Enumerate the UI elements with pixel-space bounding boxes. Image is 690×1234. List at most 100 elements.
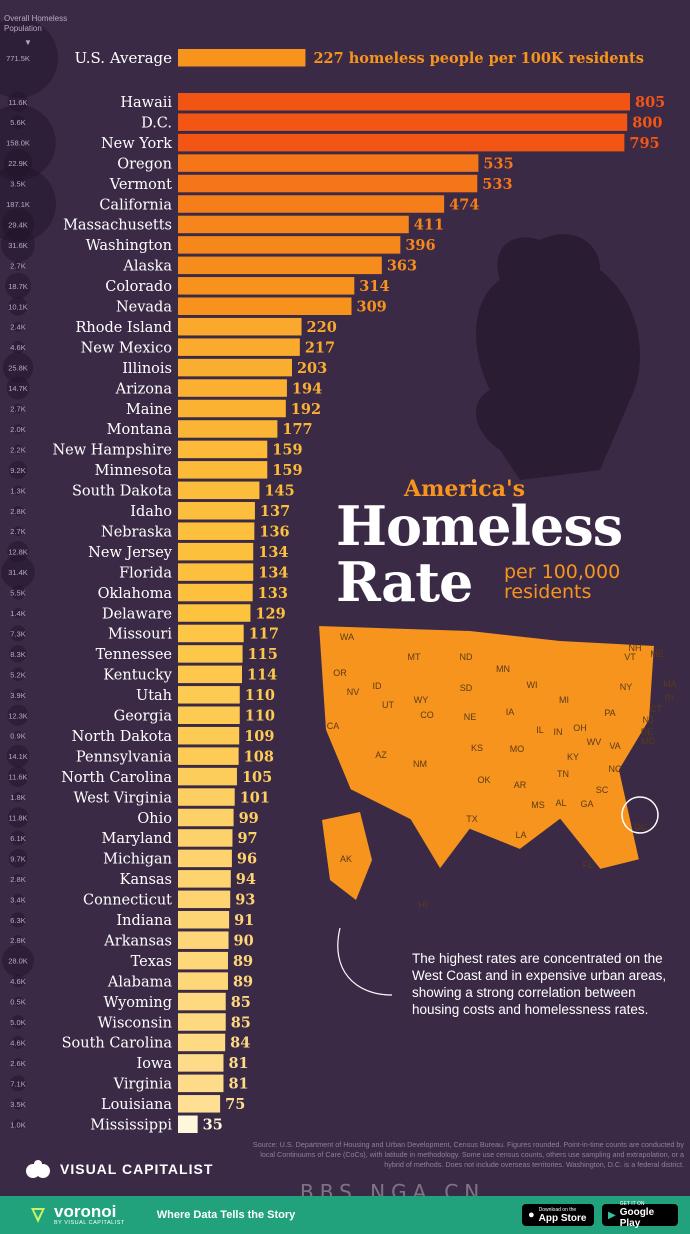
population-arkansas: 2.8K: [10, 936, 25, 945]
bubble-connecticut: [12, 893, 24, 905]
label-wisconsin: Wisconsin: [98, 1015, 172, 1031]
bubble-colorado: [5, 272, 31, 299]
population-d-c: 5.6K: [10, 118, 25, 127]
bubble-florida: [1, 555, 35, 589]
down-arrow-icon: ▼: [24, 38, 32, 47]
bar-nevada: [178, 297, 352, 315]
bar-utah: [178, 686, 240, 704]
map-label-hi: HI: [419, 900, 428, 910]
value-south-carolina: 84: [230, 1035, 250, 1052]
map-label-wi: WI: [527, 680, 538, 690]
value-idaho: 137: [260, 503, 290, 520]
population-maine: 2.7K: [10, 405, 25, 414]
bar-illinois: [178, 358, 292, 377]
map-label-al: AL: [555, 798, 566, 808]
bar-north-carolina: [178, 767, 237, 786]
value-wisconsin: 85: [231, 1014, 251, 1031]
value-massachusetts: 411: [414, 217, 444, 234]
bar-alabama: [178, 972, 228, 990]
value-new-mexico: 217: [305, 339, 335, 356]
value-us-average: 227 homeless people per 100K residents: [313, 50, 643, 67]
value-vermont: 533: [482, 176, 512, 193]
label-oklahoma: Oklahoma: [98, 586, 173, 602]
map-label-wy: WY: [414, 695, 429, 705]
map-label-mt: MT: [408, 652, 421, 662]
map-label-dc: DC: [635, 822, 648, 832]
population-alaska: 2.7K: [10, 261, 25, 270]
map-label-ky: KY: [567, 752, 579, 762]
value-connecticut: 93: [235, 892, 255, 909]
bubble-ohio: [7, 807, 29, 828]
bar-hawaii: [178, 93, 630, 111]
bubble-us-average: [0, 18, 58, 98]
value-kentucky: 114: [247, 667, 277, 684]
annotation-note: The highest rates are concentrated on th…: [412, 951, 667, 1017]
bubble-maryland: [10, 830, 26, 846]
label-massachusetts: Massachusetts: [63, 218, 172, 234]
value-tennessee: 115: [248, 646, 278, 663]
brand-name: VISUAL CAPITALIST: [60, 1161, 214, 1177]
label-indiana: Indiana: [116, 913, 172, 929]
label-nebraska: Nebraska: [101, 524, 172, 540]
map-label-ny: NY: [620, 682, 633, 692]
bar-kansas: [178, 870, 231, 888]
label-d-c: D.C.: [141, 115, 172, 131]
label-virginia: Virginia: [113, 1077, 173, 1093]
population-kansas: 2.8K: [10, 875, 25, 884]
bubble-nebraska: [13, 526, 23, 537]
label-pennsylvania: Pennsylvania: [76, 749, 172, 765]
bar-indiana: [178, 911, 230, 929]
population-missouri: 7.3K: [10, 629, 25, 638]
value-nevada: 309: [357, 299, 387, 316]
bubble-arkansas: [12, 935, 24, 946]
population-oregon: 22.9K: [8, 159, 28, 168]
label-kansas: Kansas: [120, 872, 172, 888]
map-label-ri: RI: [665, 693, 674, 703]
map-label-ma: MA: [663, 679, 677, 689]
bar-nebraska: [178, 522, 255, 540]
label-kentucky: Kentucky: [103, 668, 172, 684]
map-label-sc: SC: [596, 785, 609, 795]
bubble-louisiana: [12, 1098, 24, 1110]
label-louisiana: Louisiana: [101, 1097, 172, 1113]
bubble-montana: [13, 423, 23, 434]
bar-maine: [178, 399, 286, 418]
map-label-id: ID: [373, 681, 383, 691]
bar-south-carolina: [178, 1033, 226, 1052]
bar-washington: [178, 236, 401, 254]
label-new-york: New York: [101, 136, 172, 152]
google-play-button[interactable]: ▶ GET IT ON Google Play: [602, 1201, 678, 1229]
value-kansas: 94: [236, 871, 256, 888]
bubble-west-virginia: [13, 792, 23, 803]
population-vermont: 3.5K: [10, 180, 25, 189]
labels-group: 771.5K U.S. Average 227 homeless people pe…: [6, 49, 665, 1134]
map-label-md: MD: [641, 736, 655, 746]
value-florida: 134: [258, 564, 288, 581]
bar-tennessee: [178, 645, 243, 663]
value-wyoming: 85: [231, 994, 251, 1011]
voronoi-by: BY VISUAL CAPITALIST: [54, 1219, 125, 1226]
value-mississippi: 35: [203, 1117, 223, 1134]
bar-us-average: [178, 49, 306, 67]
label-florida: Florida: [119, 565, 172, 581]
bar-mississippi: [178, 1115, 198, 1133]
value-illinois: 203: [297, 360, 327, 377]
app-store-button[interactable]: ● Download on the App Store: [522, 1204, 594, 1226]
label-west-virginia: West Virginia: [73, 790, 172, 806]
population-indiana: 6.3K: [10, 916, 25, 925]
map-alaska: [322, 812, 372, 900]
bubble-kansas: [12, 873, 24, 884]
population-colorado: 18.7K: [8, 282, 28, 291]
label-new-hampshire: New Hampshire: [52, 443, 172, 459]
value-nebraska: 136: [259, 523, 289, 540]
value-delaware: 129: [255, 605, 285, 622]
bubble-new-mexico: [11, 340, 25, 354]
label-utah: Utah: [136, 688, 172, 704]
map-label-me: ME: [650, 649, 664, 659]
label-colorado: Colorado: [105, 279, 172, 295]
bar-michigan: [178, 849, 232, 868]
voronoi-logo[interactable]: voronoi BY VISUAL CAPITALIST: [28, 1203, 125, 1227]
bar-arkansas: [178, 931, 229, 949]
label-south-carolina: South Carolina: [62, 1036, 173, 1052]
